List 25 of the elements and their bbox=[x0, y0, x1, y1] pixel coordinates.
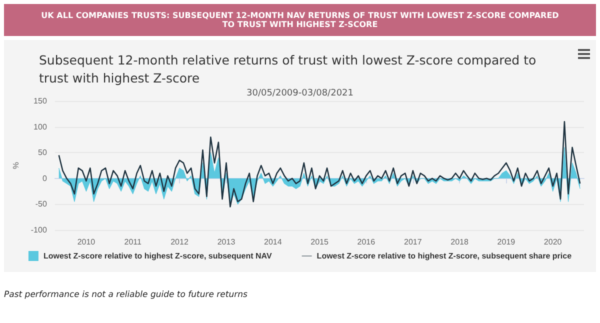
chart-title: UK ALL COMPANIES TRUSTS: SUBSEQUENT 12-MONTH NAV RETURNS OF TRUST WITH LOWEST Z-SCORE COMPARED TO TRUST WITH HIGHEST Z-SCORE bbox=[4, 4, 596, 36]
y-tick-label: -50 bbox=[35, 200, 48, 209]
x-tick-label: 2018 bbox=[450, 238, 470, 246]
y-tick-label: 150 bbox=[34, 96, 48, 106]
text: 30/05/2009-03/08/2021 bbox=[246, 88, 354, 98]
x-tick-label: 2020 bbox=[544, 238, 562, 246]
legend-label: Lowest Z-score relative to highest Z-score, subsequent share price bbox=[316, 252, 572, 260]
y-tick-label: -100 bbox=[30, 226, 48, 234]
y-axis-title: % bbox=[12, 162, 20, 170]
x-tick-label: 2010 bbox=[77, 238, 96, 246]
x-tick-label: 2015 bbox=[310, 238, 329, 246]
legend-label: Lowest Z-score relative to highest Z-score, subsequent NAV bbox=[43, 252, 272, 260]
text: Past performance is not a reliable guide to future returns bbox=[4, 290, 248, 300]
x-tick-label: 2019 bbox=[497, 238, 516, 246]
x-tick-label: 2014 bbox=[264, 238, 282, 246]
x-tick-label: 2011 bbox=[124, 238, 142, 246]
y-tick-label: 0 bbox=[42, 174, 48, 183]
y-tick-label: 50 bbox=[38, 148, 48, 158]
x-tick-label: 2016 bbox=[357, 238, 376, 246]
line-series bbox=[58, 120, 581, 208]
y-tick-label: 100 bbox=[34, 122, 48, 132]
chart-subtitle: Subsequent 12-month relative returns of trust with lowest Z-score compared to trust with highest Z-score bbox=[39, 52, 540, 86]
x-tick-label: 2013 bbox=[217, 238, 236, 246]
x-tick-label: 2017 bbox=[404, 238, 422, 246]
x-tick-label: 2012 bbox=[170, 238, 189, 246]
